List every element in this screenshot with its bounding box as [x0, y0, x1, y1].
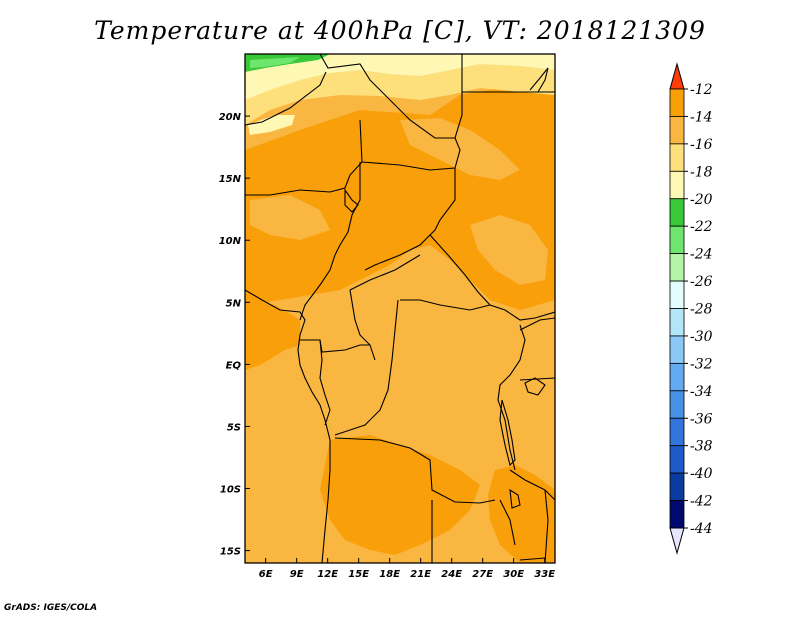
colorbar-segment: [669, 225, 685, 255]
x-tick-label: 27E: [472, 569, 493, 580]
y-tick-label: 10S: [220, 485, 241, 496]
field-band-24-26: [250, 57, 300, 68]
x-tick-label: 21E: [410, 569, 431, 580]
x-tick-label: 24E: [441, 569, 462, 580]
colorbar-label: -38: [690, 439, 713, 455]
y-axis: 20N 15N 10N 5N EQ 5S 10S 15S: [219, 112, 250, 558]
colorbar-segment: [669, 253, 685, 282]
temperature-map: [245, 54, 555, 563]
colorbar-segment: [669, 88, 685, 117]
colorbar-segment: [669, 500, 685, 529]
colorbar-segment: [669, 143, 685, 172]
colorbar-label: -32: [690, 356, 713, 372]
x-axis: 6E 9E 12E 15E 18E 21E 24E 27E 30E 33E: [259, 558, 555, 580]
x-tick-label: 9E: [290, 569, 304, 580]
map-frame: [244, 53, 556, 564]
field-patch-light-west: [248, 115, 295, 135]
colorbar-label: -34: [690, 384, 713, 400]
y-tick-label: EQ: [226, 360, 242, 371]
field-patch-east: [470, 215, 548, 285]
colorbar-segment: [669, 170, 685, 200]
colorbar-label: -24: [690, 247, 713, 263]
field-region-southwest: [320, 435, 480, 555]
colorbar-segment: [669, 390, 685, 419]
colorbar-segment: [669, 417, 685, 447]
colorbar-label: -30: [690, 329, 713, 345]
colorbar-segment: [669, 335, 685, 364]
y-tick-label: 15S: [220, 547, 241, 558]
field-region-west-coast: [245, 300, 300, 370]
x-tick-label: 15E: [348, 569, 369, 580]
colorbar-segment: [669, 116, 685, 145]
map-title: Temperature at 400hPa [C], VT: 201812130…: [94, 16, 706, 45]
y-tick-label: 5N: [226, 298, 242, 309]
colorbar: -12 -14 -16 -18 -20 -22 -24 -26 -28 -30 -32 -34 -36 -…: [669, 62, 713, 555]
colorbar-segment: [669, 198, 685, 227]
x-tick-label: 18E: [379, 569, 400, 580]
colorbar-label: -44: [690, 521, 713, 537]
colorbar-segment: [669, 472, 685, 501]
country-borders: [245, 54, 555, 563]
colorbar-segment: [669, 362, 685, 392]
x-tick-label: 12E: [317, 569, 338, 580]
y-tick-label: 20N: [219, 112, 242, 123]
x-tick-label: 30E: [503, 569, 524, 580]
colorbar-bottom-arrow: [669, 527, 685, 555]
y-tick-label: 5S: [227, 422, 241, 433]
colorbar-label: -20: [690, 192, 713, 208]
field-band-20-22: [245, 54, 555, 100]
y-tick-label: 15N: [219, 174, 242, 185]
field-patch-central: [360, 290, 530, 460]
colorbar-segment: [669, 308, 685, 337]
y-tick-label: 10N: [219, 236, 242, 247]
colorbar-label: -42: [690, 494, 713, 510]
x-tick-label: 33E: [534, 569, 555, 580]
colorbar-label: -16: [690, 137, 713, 153]
field-region-southeast: [488, 465, 555, 563]
colorbar-label: -14: [690, 109, 713, 125]
colorbar-label: -12: [690, 82, 713, 98]
colorbar-segment: [669, 280, 685, 309]
colorbar-label: -18: [690, 164, 713, 180]
colorbar-label: -36: [690, 411, 713, 427]
colorbar-label: -40: [690, 466, 713, 482]
colorbar-label: -22: [690, 219, 713, 235]
field-patch-west: [250, 195, 330, 240]
colorbar-segment: [669, 445, 685, 474]
x-tick-label: 6E: [259, 569, 273, 580]
colorbar-label: -26: [690, 274, 713, 290]
colorbar-label: -28: [690, 302, 713, 318]
colorbar-top-arrow: [669, 62, 685, 90]
grads-credit: GrADS: IGES/COLA: [4, 603, 98, 613]
